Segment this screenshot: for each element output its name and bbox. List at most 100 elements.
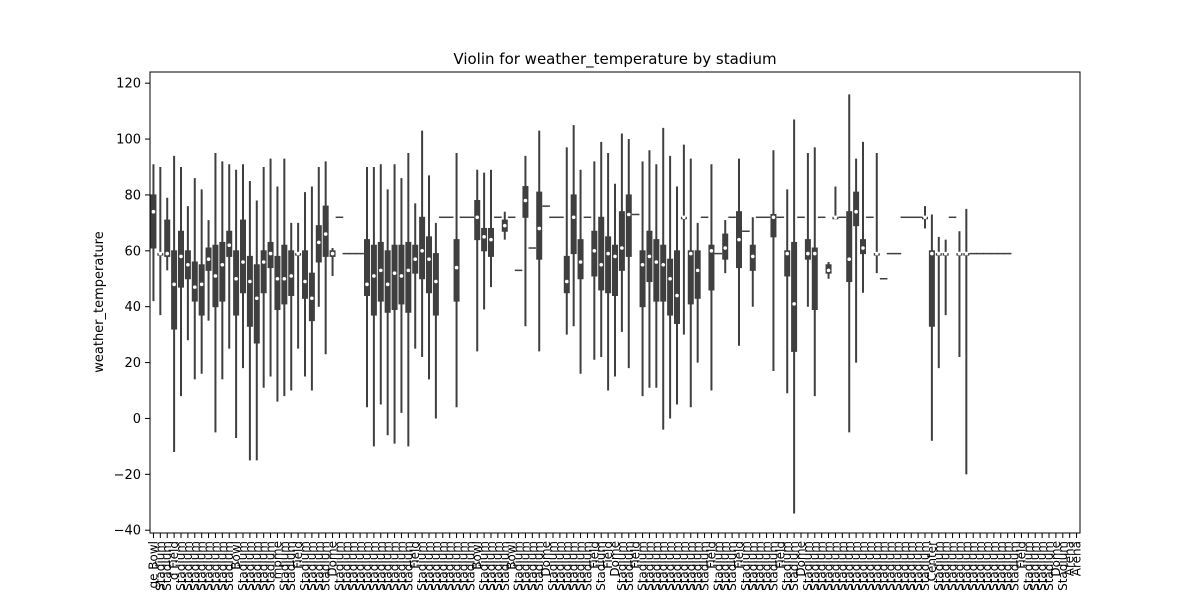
- violin-box: [577, 239, 584, 280]
- x-tick-label: Stadium: [360, 541, 374, 591]
- x-tick-label: Field: [408, 541, 422, 569]
- violin-median: [268, 251, 273, 256]
- x-tick-label: Stadium: [808, 541, 822, 591]
- violin-median: [303, 279, 307, 284]
- violin-median: [654, 260, 659, 264]
- x-tick-label: Stadium: [918, 541, 932, 591]
- x-tick-label: Stadium: [277, 541, 291, 591]
- violin-85: [736, 158, 742, 346]
- x-tick-label: Dome: [794, 541, 808, 577]
- violin-box: [474, 200, 481, 241]
- x-tick-label: Field: [629, 541, 643, 569]
- violin-20: [288, 222, 295, 391]
- x-tick-label: Stadium: [532, 541, 546, 591]
- violin-median: [613, 254, 617, 259]
- violin-box: [432, 253, 439, 316]
- x-tick-label: Stadium: [525, 541, 539, 591]
- violin-2: [164, 197, 171, 271]
- violin-box: [536, 191, 543, 260]
- x-tick-label: Stadium: [243, 541, 257, 591]
- violin-median: [874, 251, 879, 256]
- violin-median: [606, 251, 610, 256]
- violin-76: [674, 186, 680, 405]
- x-tick-label: Stadium: [422, 541, 436, 591]
- violin-47: [474, 169, 481, 352]
- violin-median: [213, 274, 218, 278]
- violin-median: [158, 251, 163, 256]
- x-tick-label: Stadium: [684, 541, 698, 591]
- x-tick-label: Stadium: [760, 541, 774, 591]
- x-tick-label: Stadium: [642, 541, 656, 591]
- violin-78: [687, 158, 694, 408]
- violin-95: [804, 153, 811, 307]
- x-tick-label: Stadium: [415, 541, 429, 591]
- x-tick-label: Stadium: [842, 541, 856, 591]
- violin-81: [708, 164, 715, 391]
- x-tick-label: Stadium: [284, 541, 298, 591]
- violin-median: [647, 254, 652, 259]
- x-tick-label: Stadium: [264, 541, 278, 591]
- violin-41: [432, 222, 439, 419]
- x-tick-label: Field: [773, 541, 787, 569]
- x-tick-label: Stadium: [890, 541, 904, 591]
- violin-median: [413, 257, 418, 261]
- x-tick-label: Bowl: [470, 541, 484, 570]
- x-tick-label: Stadium: [801, 541, 815, 591]
- violin-25: [322, 161, 329, 355]
- violin-112: [922, 206, 928, 229]
- violin-median: [165, 251, 170, 256]
- violin-median: [523, 198, 528, 203]
- violin-box: [260, 250, 267, 294]
- violin-box: [164, 219, 171, 257]
- y-tick-label: 80: [124, 188, 141, 203]
- violin-median: [688, 251, 693, 256]
- x-tick-label: Stadium: [1056, 541, 1070, 591]
- x-tick-label: Stadium: [1028, 541, 1042, 591]
- violin-24: [315, 166, 322, 307]
- violin-box: [405, 241, 412, 313]
- violin-39: [419, 130, 426, 357]
- violin-115: [942, 239, 949, 316]
- x-tick-label: Stadium: [691, 541, 705, 591]
- x-tick-label: Stadium: [884, 541, 898, 591]
- x-tick-label: Stadium: [856, 541, 870, 591]
- x-tick-label: Dome: [608, 541, 622, 577]
- x-tick-label: Stadium: [828, 541, 842, 591]
- x-tick-label: Stadium: [849, 541, 863, 591]
- x-tick-label: Bowl: [505, 541, 519, 570]
- y-axis-label: weather_temperature: [92, 231, 107, 373]
- x-tick-label: Stadium: [766, 541, 780, 591]
- x-tick-label: Stadium: [1042, 541, 1056, 591]
- violin-box: [178, 230, 184, 288]
- violin-99: [832, 186, 839, 220]
- violin-62: [577, 169, 584, 374]
- y-tick-label: −40: [114, 524, 141, 539]
- violin-54: [522, 155, 529, 327]
- x-tick-label: Stadium: [374, 541, 388, 591]
- violin-box: [811, 247, 818, 310]
- x-tick-label: Stadium: [477, 541, 491, 591]
- violin-8: [205, 220, 212, 321]
- violin-22: [302, 192, 308, 377]
- x-tick-label: Stadium: [512, 541, 526, 591]
- violin-box: [391, 244, 398, 310]
- violin-median: [385, 282, 390, 287]
- violin-box: [150, 194, 157, 249]
- violin-median: [750, 254, 755, 259]
- x-tick-label: Stadium: [546, 541, 560, 591]
- x-tick-label: Stadium: [381, 541, 395, 591]
- x-tick-label: Stadium: [518, 541, 532, 591]
- x-tick-label: Stadium: [815, 541, 829, 591]
- violin-box: [791, 241, 798, 352]
- x-tick-label: Stadium: [250, 541, 264, 591]
- violin-box: [370, 244, 377, 316]
- x-tick-label: d Field: [167, 541, 181, 580]
- violin-box: [570, 194, 577, 255]
- violin-median: [234, 276, 238, 281]
- violin-102: [853, 158, 860, 363]
- violin-median: [723, 246, 728, 250]
- x-tick-label: Stadium: [498, 541, 512, 591]
- violin-median: [854, 209, 858, 214]
- x-tick-label: Stadium: [780, 541, 794, 591]
- x-tick-label: Stadium: [208, 541, 222, 591]
